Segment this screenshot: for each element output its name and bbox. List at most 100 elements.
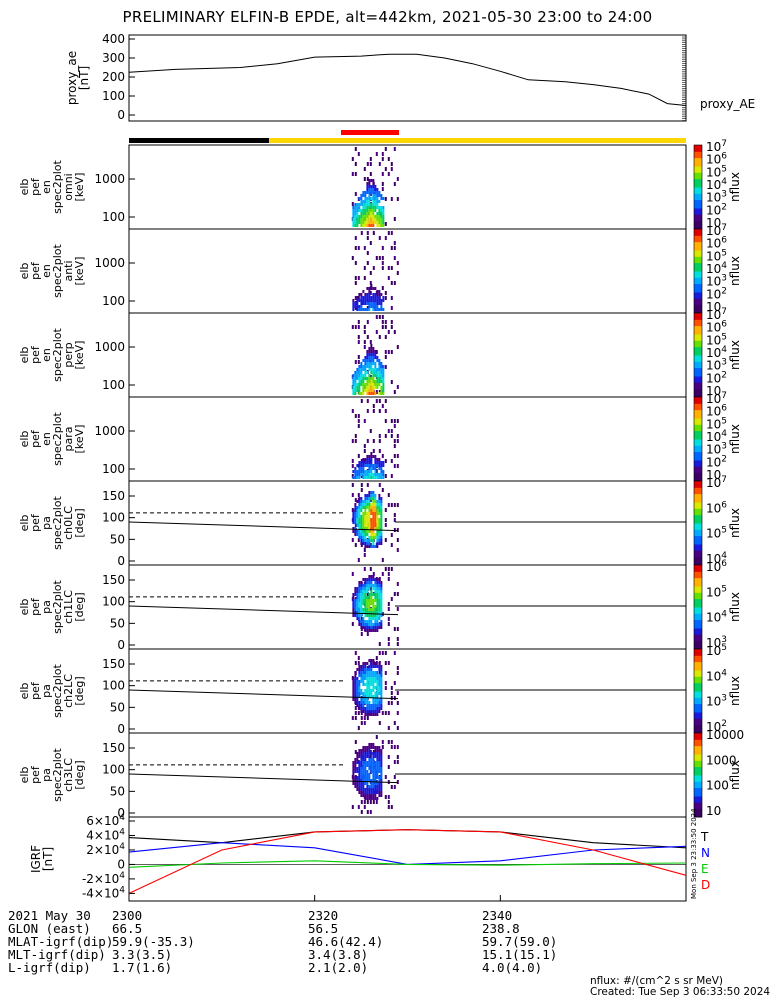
colorbar-segment xyxy=(694,321,702,324)
spectrogram-cell xyxy=(352,773,355,776)
spectrogram-cell xyxy=(368,689,371,692)
spectrogram-cell xyxy=(378,710,381,713)
spectrogram-cell xyxy=(357,325,360,329)
spectrogram-cell xyxy=(387,266,390,270)
spectrogram-cell xyxy=(380,752,383,755)
igrf-ylabel: IGRF xyxy=(29,845,43,873)
spectrogram-cell xyxy=(356,374,359,377)
spectrogram-cell xyxy=(368,596,371,599)
spectrogram-cell xyxy=(363,330,366,334)
colorbar-segment xyxy=(694,588,702,591)
spectrogram-cell xyxy=(380,620,383,623)
spectrogram-cell xyxy=(374,206,377,209)
spectrogram-cell xyxy=(364,374,367,377)
spectrogram-cell xyxy=(362,530,365,533)
colorbar-label: nflux xyxy=(728,592,742,622)
spectrogram-cell xyxy=(360,791,363,794)
spectrogram-cell xyxy=(368,530,371,533)
spectrogram-cell xyxy=(380,755,383,758)
colorbar-tick-label: 106 xyxy=(706,236,727,251)
spectrogram-cell xyxy=(378,497,381,500)
spectrogram-cell xyxy=(358,692,361,695)
spectrogram-cell xyxy=(364,362,367,365)
spectrogram-cell xyxy=(364,770,367,773)
spectrogram-cell xyxy=(352,689,355,692)
spectrogram-cell xyxy=(393,528,396,532)
colorbar-segment xyxy=(694,172,702,175)
spectrogram-cell xyxy=(372,409,375,413)
spectrogram-cell xyxy=(393,785,396,789)
spectrogram-cell xyxy=(352,215,355,218)
spectrogram-cell xyxy=(356,770,359,773)
spectrogram-cell xyxy=(362,383,365,386)
spectrogram-cell xyxy=(362,212,365,215)
spectrogram-cell xyxy=(370,476,373,479)
spectrogram-cell xyxy=(390,686,393,690)
spectrogram-cell xyxy=(358,527,361,530)
colorbar-segment xyxy=(694,462,702,465)
spectrogram-cell xyxy=(352,305,355,308)
spectrogram-cell xyxy=(358,380,361,383)
spectrogram-cell xyxy=(364,212,367,215)
colorbar-segment xyxy=(694,789,702,793)
spectrogram-cell xyxy=(370,224,373,227)
spectrogram-cell xyxy=(381,404,384,408)
colorbar-segment xyxy=(694,686,702,690)
spectrogram-cell xyxy=(378,530,381,533)
colorbar-segment xyxy=(694,426,702,429)
spectrogram-cell xyxy=(352,599,355,602)
spectrogram-cell xyxy=(372,439,375,443)
spectrogram-cell xyxy=(352,206,355,209)
spectrogram-cell xyxy=(375,469,378,473)
spectrogram-cell xyxy=(360,587,363,590)
spectrogram-cell xyxy=(366,599,369,602)
spectrogram-cell xyxy=(364,365,367,368)
spectrogram-cell xyxy=(360,611,363,614)
spectrogram-ylabel: anti xyxy=(62,260,75,281)
spectrogram-cell xyxy=(352,761,355,764)
spectrogram-cell xyxy=(380,584,383,587)
spectrogram-cell xyxy=(374,473,377,476)
spectrogram-cell xyxy=(360,764,363,767)
spectrogram-cell xyxy=(360,212,363,215)
spectrogram-cell xyxy=(351,157,354,161)
spectrogram-cell xyxy=(376,527,379,530)
spectrogram-cell xyxy=(356,500,359,503)
spectrogram-cell xyxy=(362,764,365,767)
spectrogram-cell xyxy=(368,599,371,602)
spectrogram-cell xyxy=(364,308,367,311)
spectrogram-cell xyxy=(370,767,373,770)
spectrogram-cell xyxy=(390,459,393,463)
spectrogram-cell xyxy=(366,512,369,515)
spectrogram-cell xyxy=(366,776,369,779)
spectrogram-cell xyxy=(366,542,369,545)
colorbar-tick-label: 10 xyxy=(706,384,721,398)
spectrogram-cell xyxy=(354,701,357,704)
spectrogram-cell xyxy=(357,538,360,542)
colorbar-segment xyxy=(694,539,702,543)
spectrogram-cell xyxy=(378,533,381,536)
spectrogram-cell xyxy=(372,455,375,458)
spectrogram-cell xyxy=(358,293,361,296)
spectrogram-cell xyxy=(368,362,371,365)
spectrogram-cell xyxy=(380,614,383,617)
spectrogram-cell xyxy=(356,617,359,620)
spectrogram-cell xyxy=(368,686,371,689)
spectrogram-cell xyxy=(364,476,367,479)
spectrogram-cell xyxy=(393,745,396,749)
spectrogram-cell xyxy=(366,494,369,497)
spectrogram-cell xyxy=(352,614,355,617)
spectrogram-cell xyxy=(362,224,365,227)
spectrogram-cell xyxy=(352,767,355,770)
colorbar-segment xyxy=(694,775,702,778)
spectrogram-cell xyxy=(372,683,375,686)
colorbar-segment xyxy=(694,754,702,757)
spectrogram-cell xyxy=(382,473,385,476)
spectrogram-ylabel: pef xyxy=(29,681,42,700)
spectrogram-cell xyxy=(364,662,367,665)
spectrogram-cell xyxy=(376,221,379,224)
spectrogram-cell xyxy=(357,558,360,562)
spectrogram-cell xyxy=(358,689,361,692)
spectrogram-cell xyxy=(380,686,383,689)
spectrogram-cell xyxy=(380,596,383,599)
